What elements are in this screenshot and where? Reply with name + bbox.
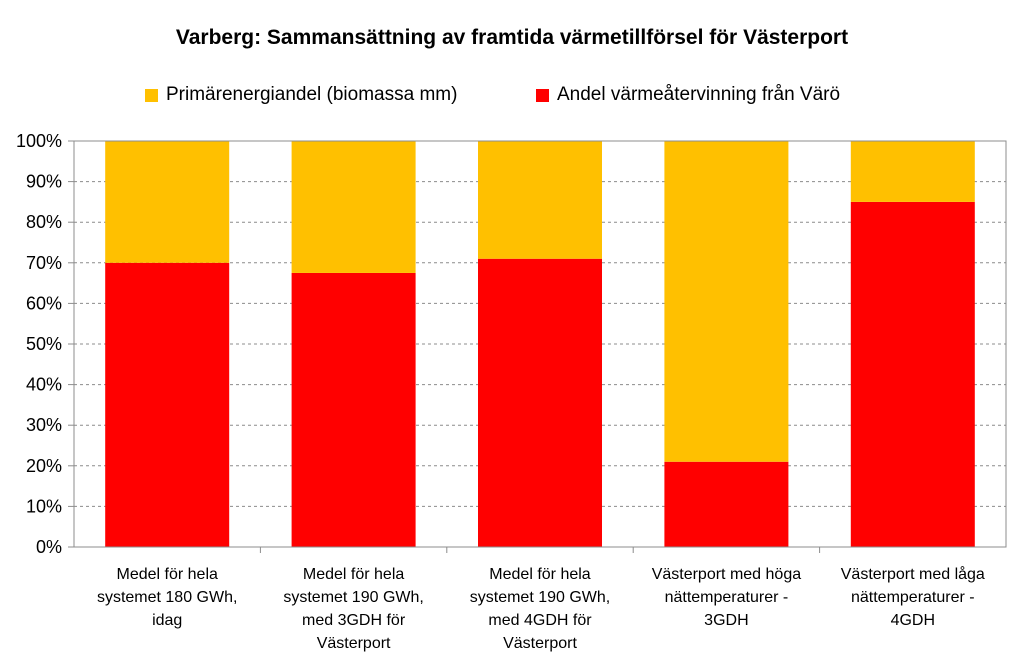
y-tick-label: 20%	[26, 456, 62, 476]
bar-varmeatervinning-4	[850, 201, 975, 547]
category-label-line: Västerport med låga	[841, 565, 985, 583]
category-label-line: Medel för hela	[303, 566, 404, 583]
y-tick-label: 100%	[16, 131, 62, 151]
category-label-line: systemet 190 GWh,	[470, 589, 611, 606]
legend-label-varmeatervinning: Andel värmeåtervinning från Värö	[557, 84, 841, 105]
category-label-line: 4GDH	[891, 612, 935, 629]
bar-primarenergiandel-1	[291, 141, 416, 273]
category-label-line: systemet 180 GWh,	[97, 589, 238, 606]
legend-item-varmeatervinning: Andel värmeåtervinning från Värö	[536, 84, 840, 106]
category-label-line: Västerport med höga	[652, 566, 802, 583]
category-label-line: Medel för hela	[489, 566, 590, 583]
bar-varmeatervinning-0	[105, 262, 230, 547]
bar-primarenergiandel-0	[105, 141, 230, 263]
y-tick-label: 60%	[26, 293, 62, 313]
chart-title: Varberg: Sammansättning av framtida värm…	[175, 26, 849, 49]
category-label-line: nättemperaturer -	[851, 589, 975, 606]
category-label-line: nättemperaturer -	[665, 589, 789, 606]
category-label-line: Västerport	[503, 635, 577, 652]
legend-swatch-varmeatervinning	[536, 88, 549, 102]
category-label-line: systemet 190 GWh,	[283, 589, 424, 606]
category-label-line: idag	[152, 612, 182, 629]
y-tick-label: 80%	[26, 212, 62, 232]
y-tick-label: 0%	[36, 537, 62, 557]
bar-varmeatervinning-2	[478, 258, 602, 547]
category-label-line: Västerport	[317, 635, 391, 652]
y-tick-label: 50%	[26, 334, 62, 354]
y-tick-label: 30%	[26, 415, 62, 435]
legend-item-primarenergiandel: Primärenergiandel (biomassa mm)	[145, 84, 457, 106]
bar-primarenergiandel-3	[664, 141, 789, 462]
y-tick-label: 10%	[26, 496, 62, 516]
legend: Primärenergiandel (biomassa mm) Andel vä…	[0, 84, 1024, 108]
category-label-line: med 4GDH för	[488, 612, 592, 629]
category-label-line: 3GDH	[704, 612, 748, 629]
y-tick-label: 40%	[26, 375, 62, 395]
bar-varmeatervinning-3	[664, 461, 789, 547]
bar-primarenergiandel-4	[850, 141, 975, 202]
y-tick-label: 90%	[26, 172, 62, 192]
legend-swatch-primarenergiandel	[145, 88, 158, 102]
bar-varmeatervinning-1	[291, 272, 416, 547]
category-label-line: med 3GDH för	[302, 612, 406, 629]
bar-primarenergiandel-2	[478, 141, 602, 259]
legend-label-primarenergiandel: Primärenergiandel (biomassa mm)	[166, 84, 458, 105]
category-label-line: Medel för hela	[117, 566, 218, 583]
y-tick-label: 70%	[26, 253, 62, 273]
plot-area-border	[73, 140, 1007, 548]
